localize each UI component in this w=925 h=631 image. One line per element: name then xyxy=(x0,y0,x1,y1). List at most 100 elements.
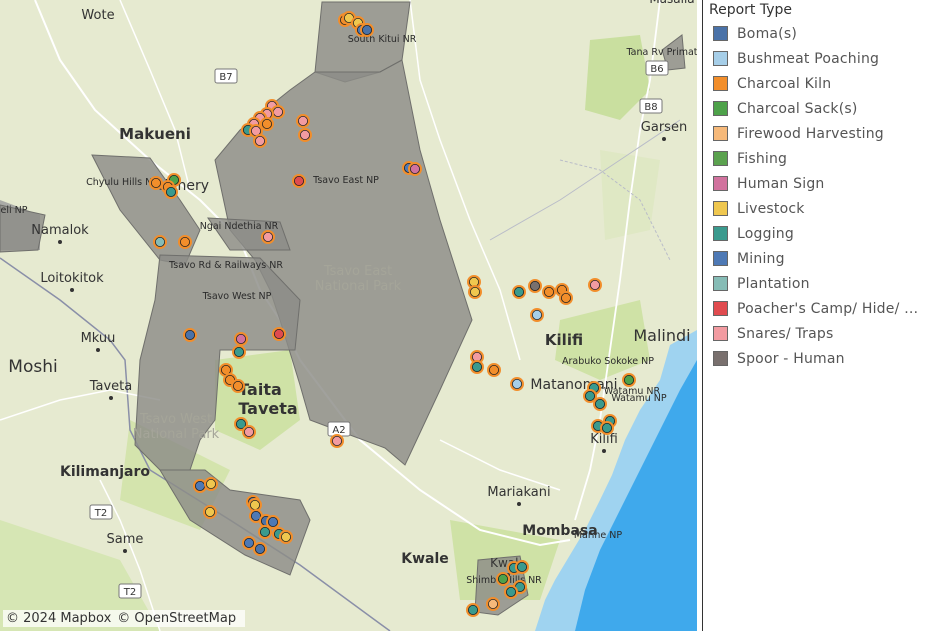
protected-area-label: Marine NP xyxy=(574,530,623,541)
place-dot xyxy=(517,502,521,506)
legend-label: Charcoal Kiln xyxy=(737,75,832,92)
road-shield: T2 xyxy=(89,504,113,520)
svg-text:B7: B7 xyxy=(219,72,232,83)
report-point-charcoal_kiln[interactable] xyxy=(178,235,192,249)
legend-label: Plantation xyxy=(737,275,810,292)
report-point-outline xyxy=(232,380,243,391)
legend-item-fishing[interactable]: Fishing xyxy=(709,146,925,171)
legend-item-firewood[interactable]: Firewood Harvesting xyxy=(709,121,925,146)
legend-swatch xyxy=(713,101,728,116)
legend-panel: Report Type Boma(s) Bushmeat Poaching Char… xyxy=(709,0,925,371)
report-point-outline xyxy=(254,135,265,146)
place-label: Matanomani xyxy=(530,377,617,393)
place-label: Taita xyxy=(238,380,282,399)
legend-item-snares[interactable]: Snares/ Traps xyxy=(709,321,925,346)
protected-area-label: eli NP xyxy=(1,205,28,216)
legend-item-poachers_camp[interactable]: Poacher's Camp/ Hide/ H... xyxy=(709,296,925,321)
report-point-outline xyxy=(602,422,613,433)
place-label: Taveta xyxy=(89,379,133,394)
report-point-outline xyxy=(471,361,482,372)
report-point-outline xyxy=(184,329,195,340)
protected-area-label: Watamu NR xyxy=(604,386,661,397)
report-point-outline xyxy=(254,544,265,555)
svg-text:A2: A2 xyxy=(332,425,345,436)
road-shield: B7 xyxy=(214,68,238,84)
place-dot xyxy=(123,549,127,553)
road-shield: A2 xyxy=(327,421,351,437)
protected-area-label: Tana Rv Primat xyxy=(625,47,697,58)
place-dot xyxy=(602,449,606,453)
report-point-outline xyxy=(280,532,291,543)
park-name-label: National Park xyxy=(315,279,402,294)
place-label: Namalok xyxy=(31,223,89,238)
legend-item-plantation[interactable]: Plantation xyxy=(709,271,925,296)
legend-swatch xyxy=(713,151,728,166)
report-point-logging[interactable] xyxy=(164,185,178,199)
report-point-outline xyxy=(532,309,543,320)
report-point-outline xyxy=(505,587,516,598)
legend-label: Firewood Harvesting xyxy=(737,125,884,142)
road-shield: T2 xyxy=(118,583,142,599)
report-point-plantation[interactable] xyxy=(153,235,167,249)
report-point-outline xyxy=(590,279,601,290)
report-point-outline xyxy=(585,390,596,401)
legend-list: Boma(s) Bushmeat Poaching Charcoal Kiln Cha… xyxy=(709,21,925,371)
road-shield: B6 xyxy=(645,60,669,76)
report-point-outline xyxy=(299,129,310,140)
legend-label: Livestock xyxy=(737,200,805,217)
report-point-outline xyxy=(331,435,342,446)
legend-swatch xyxy=(713,51,728,66)
protected-area-label: Tsavo East NP xyxy=(312,175,379,186)
legend-label: Snares/ Traps xyxy=(737,325,834,342)
park-name-label: Tsavo West xyxy=(139,412,212,427)
protected-area-label: Tsavo Rd & Railways NR xyxy=(168,260,283,271)
legend-item-bushmeat[interactable]: Bushmeat Poaching xyxy=(709,46,925,71)
legend-item-human_sign[interactable]: Human Sign xyxy=(709,171,925,196)
place-label: Kilimanjaro xyxy=(60,464,150,480)
report-point-outline xyxy=(150,177,161,188)
map-attribution[interactable]: © 2024 Mapbox © OpenStreetMap xyxy=(3,610,246,627)
legend-label: Boma(s) xyxy=(737,25,798,42)
report-point-outline xyxy=(487,599,498,610)
osm-attribution[interactable]: © OpenStreetMap xyxy=(117,611,237,626)
report-point-outline xyxy=(261,119,272,130)
legend-swatch xyxy=(713,176,728,191)
legend-item-charcoal_kiln[interactable]: Charcoal Kiln xyxy=(709,71,925,96)
report-point-outline xyxy=(259,527,270,538)
place-label: Masalia xyxy=(649,0,694,6)
legend-item-logging[interactable]: Logging xyxy=(709,221,925,246)
legend-label: Charcoal Sack(s) xyxy=(737,100,858,117)
legend-item-livestock[interactable]: Livestock xyxy=(709,196,925,221)
report-point-outline xyxy=(233,346,244,357)
legend-item-spoor[interactable]: Spoor - Human xyxy=(709,346,925,371)
place-label: Malindi xyxy=(633,326,690,345)
report-point-outline xyxy=(243,426,254,437)
report-point-outline xyxy=(179,236,190,247)
report-point-outline xyxy=(250,510,261,521)
report-points[interactable] xyxy=(149,11,636,617)
park-name-label: Tsavo East xyxy=(323,264,392,279)
place-label: Makueni xyxy=(119,125,191,143)
report-point-outline xyxy=(262,231,273,242)
legend-label: Fishing xyxy=(737,150,788,167)
place-label: Mkuu xyxy=(81,331,116,346)
report-point-outline xyxy=(297,116,308,127)
protected-area-label: Chyulu Hills NP xyxy=(86,177,158,188)
legend-item-mining[interactable]: Mining xyxy=(709,246,925,271)
report-point-outline xyxy=(512,378,523,389)
legend-item-boma[interactable]: Boma(s) xyxy=(709,21,925,46)
road-shield: B8 xyxy=(639,98,663,114)
mapbox-attribution[interactable]: © 2024 Mapbox xyxy=(6,611,112,626)
map-view[interactable]: Tsavo East National Park Tsavo West Nationa… xyxy=(0,0,697,631)
report-point-outline xyxy=(267,517,278,528)
report-point-outline xyxy=(235,333,246,344)
report-point-outline xyxy=(595,398,606,409)
report-point-outline xyxy=(488,364,499,375)
legend-label: Logging xyxy=(737,225,794,242)
legend-item-charcoal_sack[interactable]: Charcoal Sack(s) xyxy=(709,96,925,121)
report-point-charcoal_kiln[interactable] xyxy=(149,176,163,190)
legend-swatch xyxy=(713,326,728,341)
place-label: Wote xyxy=(81,8,114,23)
report-point-outline xyxy=(205,478,216,489)
